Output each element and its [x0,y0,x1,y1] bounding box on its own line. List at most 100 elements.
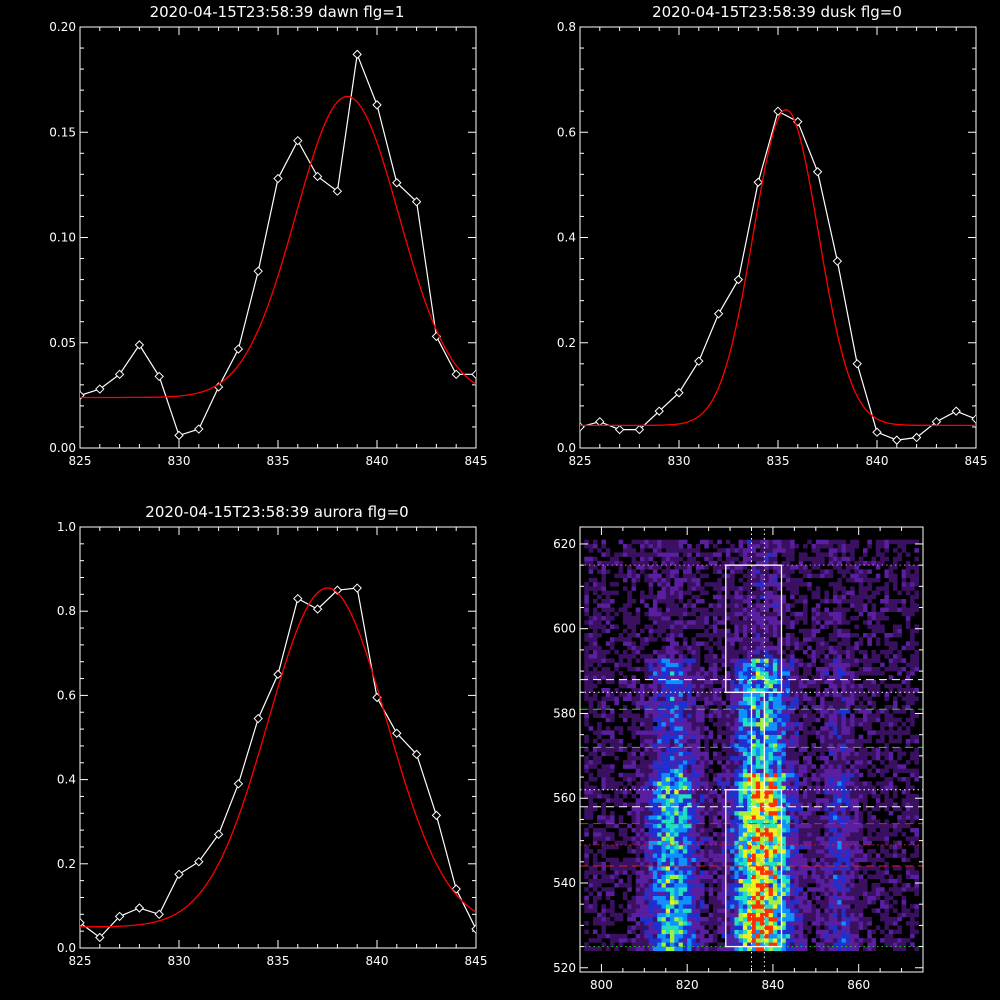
spectrogram-y-tick-label: 540 [553,876,576,890]
dusk-data-point [852,359,862,369]
dusk-data-point [773,106,783,116]
dusk-data-point [654,406,664,416]
aurora-data-point [471,924,476,934]
dusk-data-point [595,416,605,427]
dusk-data-point [832,256,843,266]
dawn-data-point [312,171,323,182]
aurora-data-point [233,779,244,789]
dawn-y-tick-label: 0.15 [49,125,76,139]
aurora-gaussian-fit-line [80,587,476,928]
dusk-x-tick-label: 825 [569,454,592,468]
dawn-data-point [411,197,422,207]
dusk-data-point [951,406,961,416]
aurora-y-tick-label: 0.6 [57,688,76,702]
aurora-data-point [134,903,145,913]
spectrogram-x-tick-label: 860 [847,978,870,992]
dawn-data-point [253,266,263,276]
dusk-data-point [753,177,763,187]
aurora-x-tick-label: 825 [69,954,92,968]
dusk-data-point [614,424,625,435]
dawn-y-tick-label: 0.20 [49,20,76,34]
spectrogram-x-tick-label: 800 [590,978,613,992]
dawn-panel-title: 2020-04-15T23:58:39 dawn flg=1 [150,3,405,21]
dawn-data-point [293,135,303,146]
dusk-data-point [580,422,585,432]
aurora-data-point [114,911,125,922]
spectrogram-y-tick-label: 580 [553,706,576,720]
dusk-y-tick-label: 0.6 [557,125,576,139]
aurora-data-point [332,585,343,595]
dusk-data-point [971,414,976,424]
dusk-plot-area [580,106,976,445]
spectrogram-image [584,539,919,952]
spectrogram-y-tick-label: 560 [553,791,576,805]
dusk-x-tick-label: 835 [767,454,790,468]
dusk-data-point [634,424,645,435]
aurora-data-point [273,669,283,680]
aurora-data-line [80,587,476,939]
aurora-y-tick-label: 1.0 [57,520,76,534]
aurora-x-tick-label: 840 [366,954,389,968]
aurora-data-point [312,604,323,614]
spectrogram-x-tick-label: 820 [676,978,699,992]
dusk-y-tick-label: 0.8 [557,20,576,34]
aurora-y-tick-label: 0.2 [57,857,76,871]
spectrogram-y-tick-label: 520 [553,961,576,975]
aurora-y-tick-label: 0.0 [57,941,76,955]
dawn-y-tick-label: 0.10 [49,231,76,245]
aurora-x-tick-label: 845 [465,954,488,968]
dawn-data-point [95,384,105,394]
aurora-data-point [411,749,422,760]
dawn-data-point [471,369,476,380]
dusk-data-point [694,356,704,366]
dawn-gaussian-fit-line [80,95,476,399]
aurora-data-point [431,810,442,821]
dawn-data-point [134,340,145,350]
dawn-data-point [114,369,125,380]
dawn-data-point [154,371,164,382]
dusk-data-point [892,435,902,445]
spectrogram-panel: 800 820 840 860 520 540 560 580 600 620 [553,526,924,992]
dawn-data-point [392,178,402,188]
aurora-data-point [293,593,303,604]
aurora-frame [79,526,477,949]
dawn-x-tick-label: 835 [267,454,290,468]
aurora-plot-area [80,583,476,943]
aurora-data-point [392,728,402,738]
aurora-panel: 2020-04-15T23:58:39 aurora flg=0 825 830 8… [57,503,488,968]
dusk-y-tick-label: 0.2 [557,336,576,350]
dusk-data-point [812,167,823,177]
dawn-frame [79,26,477,449]
spectrogram-y-tick-label: 600 [553,622,576,636]
dusk-y-tick-label: 0.4 [557,231,576,245]
dusk-x-tick-label: 845 [965,454,988,468]
aurora-y-tick-label: 0.8 [57,604,76,618]
dawn-x-tick-label: 845 [465,454,488,468]
dusk-panel: 2020-04-15T23:58:39 dusk flg=0 825 830 835… [557,3,988,468]
dusk-gaussian-fit-line [580,108,976,427]
dusk-x-tick-label: 830 [668,454,691,468]
dusk-data-point [713,309,724,319]
dawn-data-point [332,186,343,196]
dawn-plot-area [80,49,476,441]
dusk-frame [579,26,977,449]
dawn-data-point [372,100,382,110]
dawn-data-point [194,424,204,434]
dusk-data-point [733,274,744,285]
dusk-panel-title: 2020-04-15T23:58:39 dusk flg=0 [652,3,902,21]
aurora-data-point [95,932,105,943]
dawn-x-tick-label: 840 [366,454,389,468]
aurora-panel-title: 2020-04-15T23:58:39 aurora flg=0 [145,503,408,521]
dawn-data-point [451,369,461,380]
aurora-data-point [174,869,184,880]
aurora-y-tick-label: 0.4 [57,773,76,787]
aurora-x-tick-label: 830 [168,954,191,968]
aurora-data-point [352,583,362,593]
aurora-data-point [253,713,263,724]
dusk-data-point [911,432,922,443]
dawn-x-tick-label: 830 [168,454,191,468]
spectrogram-y-tick-label: 620 [553,537,576,551]
dusk-data-point [674,388,684,398]
dawn-x-tick-label: 825 [69,454,92,468]
